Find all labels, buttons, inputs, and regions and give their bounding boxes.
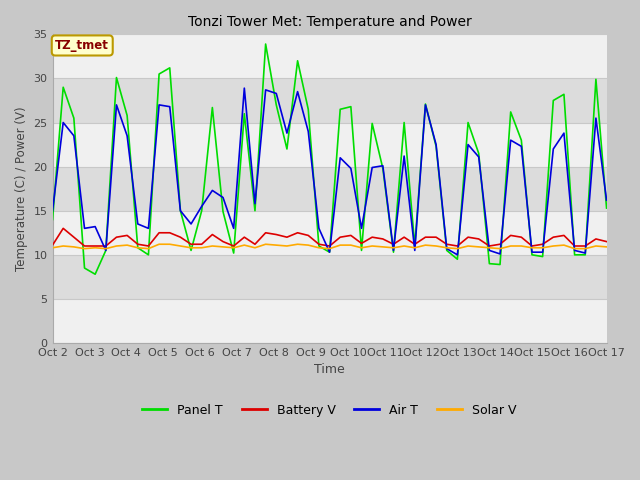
Bar [52, 255, 607, 299]
Y-axis label: Temperature (C) / Power (V): Temperature (C) / Power (V) [15, 107, 28, 271]
Bar [52, 299, 607, 343]
Bar [52, 35, 607, 78]
Title: Tonzi Tower Met: Temperature and Power: Tonzi Tower Met: Temperature and Power [188, 15, 472, 29]
Text: TZ_tmet: TZ_tmet [55, 39, 109, 52]
Bar [52, 122, 607, 167]
X-axis label: Time: Time [314, 363, 345, 376]
Legend: Panel T, Battery V, Air T, Solar V: Panel T, Battery V, Air T, Solar V [138, 399, 522, 421]
Bar [52, 167, 607, 211]
Bar [52, 78, 607, 122]
Bar [52, 211, 607, 255]
